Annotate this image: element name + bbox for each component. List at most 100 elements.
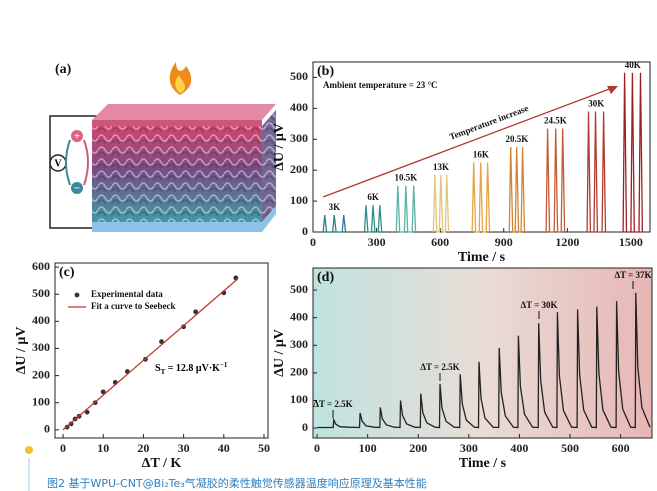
y-tick-label: 300 bbox=[290, 337, 308, 351]
peak-label: 40K bbox=[625, 60, 641, 70]
annotation: ΔT = 2.5K bbox=[420, 362, 459, 372]
y-axis-label: ΔU / μV bbox=[272, 123, 287, 171]
y-tick-label: 300 bbox=[32, 340, 50, 354]
slope-annotation: ST = 12.8 μV·K−1 bbox=[155, 361, 228, 376]
y-tick-label: 100 bbox=[290, 392, 308, 406]
y-tick-label: 400 bbox=[290, 100, 308, 114]
data-line bbox=[508, 146, 526, 233]
x-tick-label: 400 bbox=[510, 441, 528, 455]
x-tick-label: 600 bbox=[612, 441, 630, 455]
aerogel-texture bbox=[92, 126, 262, 222]
panel-a: (a) V + − bbox=[49, 62, 276, 232]
aerogel-side-texture bbox=[262, 110, 276, 222]
data-point bbox=[193, 309, 199, 315]
y-axis-label: ΔU / μV bbox=[272, 329, 287, 377]
annotation: ΔT = 2.5K bbox=[313, 399, 352, 409]
y-tick-label: 100 bbox=[32, 394, 50, 408]
data-line bbox=[62, 278, 239, 431]
peak-label: 30K bbox=[588, 99, 604, 109]
y-tick-label: 600 bbox=[32, 259, 50, 273]
y-tick-label: 300 bbox=[290, 131, 308, 145]
x-axis-label: ΔT / K bbox=[142, 456, 182, 471]
plot-frame bbox=[312, 61, 651, 233]
minus-label: − bbox=[74, 183, 80, 195]
current-arrow bbox=[83, 139, 89, 186]
x-tick-label: 1500 bbox=[619, 235, 643, 249]
peak-label: 24.5K bbox=[544, 116, 567, 126]
x-tick-label: 30 bbox=[178, 441, 190, 455]
data-line bbox=[363, 205, 383, 233]
x-tick-label: 200 bbox=[409, 441, 427, 455]
plot-frame bbox=[54, 262, 269, 439]
x-tick-label: 300 bbox=[460, 441, 478, 455]
caption-dot bbox=[25, 446, 33, 454]
slope-text: = 12.8 μV·K bbox=[165, 363, 220, 374]
data-point bbox=[84, 409, 90, 415]
y-tick-label: 400 bbox=[32, 313, 50, 327]
x-tick-label: 50 bbox=[258, 441, 270, 455]
peak-label: 3K bbox=[329, 202, 341, 212]
y-tick-label: 200 bbox=[32, 367, 50, 381]
bottom-plate bbox=[92, 206, 276, 232]
x-tick-label: 600 bbox=[431, 235, 449, 249]
data-line bbox=[432, 174, 450, 233]
y-tick-label: 400 bbox=[290, 309, 308, 323]
trend-arrow bbox=[322, 87, 613, 198]
peak-label: 10.5K bbox=[395, 173, 418, 183]
peak-label: 6K bbox=[367, 192, 379, 202]
data-line bbox=[545, 128, 566, 233]
legend-label: Fit a curve to Seebeck bbox=[91, 301, 175, 311]
panel-label: (d) bbox=[317, 270, 334, 285]
data-line bbox=[317, 292, 651, 429]
y-tick-label: 200 bbox=[290, 365, 308, 379]
y-tick-label: 500 bbox=[290, 282, 308, 296]
slope-symbol: S bbox=[155, 363, 161, 374]
x-tick-label: 20 bbox=[137, 441, 149, 455]
data-line bbox=[395, 185, 417, 233]
x-tick-label: 0 bbox=[314, 441, 320, 455]
data-line bbox=[622, 72, 644, 233]
minus-sign bbox=[71, 182, 83, 194]
peak-label: 20.5K bbox=[506, 134, 529, 144]
x-tick-label: 0 bbox=[60, 441, 66, 455]
data-point bbox=[100, 389, 106, 395]
x-tick-label: 300 bbox=[368, 235, 386, 249]
data-line bbox=[322, 214, 347, 233]
x-tick-label: 10 bbox=[97, 441, 109, 455]
y-tick-label: 100 bbox=[290, 193, 308, 207]
x-axis-label: Time / s bbox=[458, 250, 506, 265]
y-tick-label: 500 bbox=[290, 69, 308, 83]
x-tick-label: 100 bbox=[359, 441, 377, 455]
legend-marker bbox=[74, 292, 80, 298]
caption: 图2 基于WPU-CNT@Bi₂Te₃气凝胶的柔性触觉传感器温度响应原理及基本性… bbox=[47, 476, 427, 490]
slope-subscript: T bbox=[161, 368, 166, 376]
plot-frame bbox=[312, 267, 653, 439]
annotation: ΔT = 37K bbox=[614, 270, 651, 280]
data-line bbox=[586, 111, 607, 233]
trend-arrow-head bbox=[607, 86, 618, 94]
data-point bbox=[181, 324, 187, 330]
annotation: Ambient temperature = 23 °C bbox=[323, 80, 438, 90]
flame-core bbox=[175, 75, 185, 93]
voltmeter-label: V bbox=[54, 158, 62, 169]
top-plate bbox=[92, 104, 276, 120]
x-tick-label: 900 bbox=[495, 235, 513, 249]
x-tick-label: 0 bbox=[310, 235, 316, 249]
x-axis-label: Time / s bbox=[459, 456, 507, 471]
plus-label: + bbox=[74, 131, 80, 143]
plot-background bbox=[313, 268, 652, 438]
y-tick-label: 0 bbox=[44, 422, 50, 436]
panel-label: (b) bbox=[317, 64, 334, 79]
x-tick-label: 1200 bbox=[555, 235, 579, 249]
peak-label: 13K bbox=[433, 162, 449, 172]
y-axis-label: ΔU / μV bbox=[14, 327, 29, 375]
y-tick-label: 200 bbox=[290, 162, 308, 176]
annotation: ΔT = 30K bbox=[520, 300, 557, 310]
x-tick-label: 40 bbox=[218, 441, 230, 455]
peak-label: 16K bbox=[473, 150, 489, 160]
top-plate-edge bbox=[92, 120, 262, 126]
y-tick-label: 0 bbox=[302, 420, 308, 434]
circuit-wire bbox=[49, 115, 100, 229]
panel-label: (c) bbox=[59, 265, 75, 280]
panel-label: (a) bbox=[55, 62, 72, 77]
